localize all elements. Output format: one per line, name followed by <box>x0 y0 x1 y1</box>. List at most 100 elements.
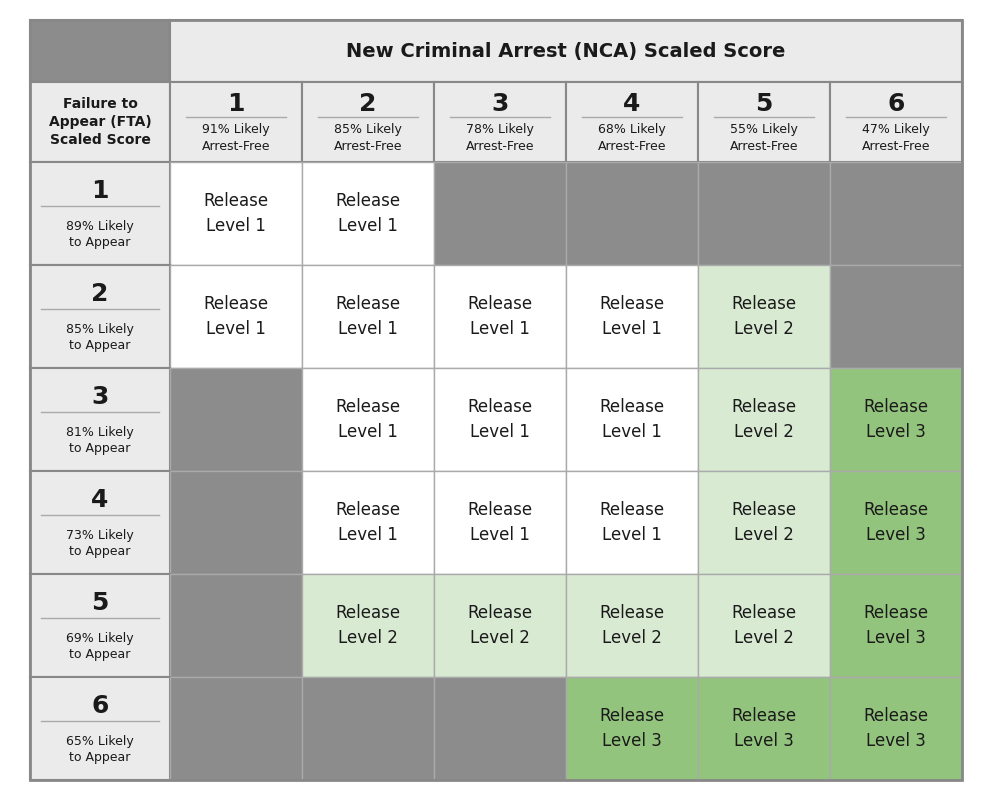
Bar <box>170 574 302 677</box>
Text: Release
Level 2: Release Level 2 <box>731 604 797 647</box>
Text: 68% Likely
Arrest-Free: 68% Likely Arrest-Free <box>598 123 667 153</box>
Bar <box>566 471 698 574</box>
Text: Release
Level 2: Release Level 2 <box>731 501 797 544</box>
Bar <box>30 677 170 780</box>
Text: New Criminal Arrest (NCA) Scaled Score: New Criminal Arrest (NCA) Scaled Score <box>346 42 786 61</box>
Bar <box>170 20 962 82</box>
Text: Release
Level 2: Release Level 2 <box>731 398 797 441</box>
Text: 5: 5 <box>755 92 773 115</box>
Bar <box>566 677 698 780</box>
Text: Release
Level 1: Release Level 1 <box>335 295 401 338</box>
Text: 55% Likely
Arrest-Free: 55% Likely Arrest-Free <box>730 123 799 153</box>
Text: 78% Likely
Arrest-Free: 78% Likely Arrest-Free <box>466 123 535 153</box>
Bar <box>170 265 302 368</box>
Text: Release
Level 1: Release Level 1 <box>467 295 533 338</box>
Text: 3: 3 <box>491 92 509 115</box>
Text: Release
Level 1: Release Level 1 <box>467 398 533 441</box>
Text: Release
Level 1: Release Level 1 <box>599 501 665 544</box>
Text: 2: 2 <box>91 282 109 306</box>
Text: 65% Likely
to Appear: 65% Likely to Appear <box>66 734 134 763</box>
Bar <box>434 82 566 162</box>
Bar <box>302 265 434 368</box>
Bar <box>698 265 830 368</box>
Bar <box>566 574 698 677</box>
Text: 85% Likely
to Appear: 85% Likely to Appear <box>66 322 134 352</box>
Text: Release
Level 1: Release Level 1 <box>203 295 269 338</box>
Text: Release
Level 3: Release Level 3 <box>863 604 929 647</box>
Bar <box>698 677 830 780</box>
Bar <box>30 574 170 677</box>
Text: Release
Level 2: Release Level 2 <box>335 604 401 647</box>
Text: 69% Likely
to Appear: 69% Likely to Appear <box>66 632 134 661</box>
Text: Release
Level 1: Release Level 1 <box>335 192 401 235</box>
Text: 91% Likely
Arrest-Free: 91% Likely Arrest-Free <box>201 123 270 153</box>
Text: Release
Level 1: Release Level 1 <box>599 295 665 338</box>
Bar <box>830 265 962 368</box>
Bar <box>30 265 170 368</box>
Text: Failure to
Appear (FTA)
Scaled Score: Failure to Appear (FTA) Scaled Score <box>49 97 152 147</box>
Bar <box>566 368 698 471</box>
Text: 6: 6 <box>887 92 905 115</box>
Text: 6: 6 <box>91 694 109 718</box>
Bar <box>170 162 302 265</box>
Text: 5: 5 <box>91 591 109 615</box>
Text: Release
Level 1: Release Level 1 <box>467 501 533 544</box>
Bar <box>30 368 170 471</box>
Bar <box>830 574 962 677</box>
Text: Release
Level 1: Release Level 1 <box>335 398 401 441</box>
Bar <box>830 162 962 265</box>
Text: 85% Likely
Arrest-Free: 85% Likely Arrest-Free <box>333 123 402 153</box>
Bar <box>170 82 302 162</box>
Text: Release
Level 2: Release Level 2 <box>467 604 533 647</box>
Bar <box>302 677 434 780</box>
Bar <box>698 471 830 574</box>
Text: Release
Level 1: Release Level 1 <box>335 501 401 544</box>
Bar <box>302 368 434 471</box>
Bar <box>302 162 434 265</box>
Bar <box>434 574 566 677</box>
Text: Release
Level 3: Release Level 3 <box>863 398 929 441</box>
Text: Release
Level 2: Release Level 2 <box>599 604 665 647</box>
Text: 3: 3 <box>91 385 109 409</box>
Bar <box>566 162 698 265</box>
Text: 1: 1 <box>91 179 109 203</box>
Bar <box>302 82 434 162</box>
Bar <box>566 82 698 162</box>
Text: Release
Level 3: Release Level 3 <box>863 707 929 750</box>
Bar <box>434 265 566 368</box>
Text: Release
Level 1: Release Level 1 <box>599 398 665 441</box>
Bar <box>30 162 170 265</box>
Bar <box>434 162 566 265</box>
Bar <box>566 265 698 368</box>
Bar <box>30 20 170 82</box>
Bar <box>830 471 962 574</box>
Text: 73% Likely
to Appear: 73% Likely to Appear <box>66 529 134 558</box>
Bar <box>170 471 302 574</box>
Text: 1: 1 <box>227 92 245 115</box>
Text: 81% Likely
to Appear: 81% Likely to Appear <box>66 426 134 454</box>
Bar <box>698 368 830 471</box>
Text: Release
Level 3: Release Level 3 <box>599 707 665 750</box>
Bar <box>698 82 830 162</box>
Bar <box>170 368 302 471</box>
Bar <box>434 677 566 780</box>
Text: 2: 2 <box>359 92 377 115</box>
Bar <box>30 471 170 574</box>
Bar <box>698 162 830 265</box>
Bar <box>434 368 566 471</box>
Bar <box>434 471 566 574</box>
Text: 4: 4 <box>623 92 641 115</box>
Bar <box>302 574 434 677</box>
Bar <box>830 368 962 471</box>
Bar <box>30 82 170 162</box>
Bar <box>830 677 962 780</box>
Text: Release
Level 3: Release Level 3 <box>731 707 797 750</box>
Bar <box>302 471 434 574</box>
Bar <box>698 574 830 677</box>
Bar <box>170 677 302 780</box>
Bar <box>830 82 962 162</box>
Text: Release
Level 2: Release Level 2 <box>731 295 797 338</box>
Text: Release
Level 1: Release Level 1 <box>203 192 269 235</box>
Text: Release
Level 3: Release Level 3 <box>863 501 929 544</box>
Text: 47% Likely
Arrest-Free: 47% Likely Arrest-Free <box>862 123 930 153</box>
